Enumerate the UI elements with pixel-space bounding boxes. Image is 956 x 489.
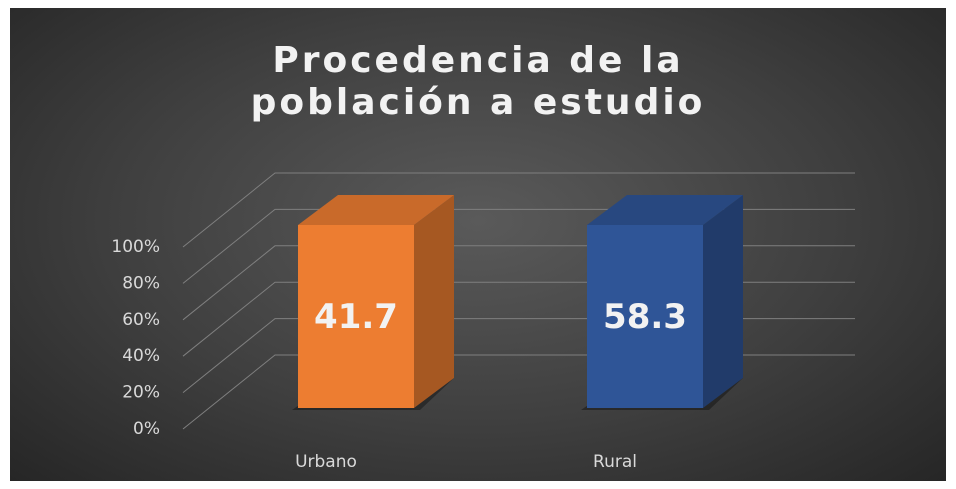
y-tick-label: 60%: [122, 310, 160, 330]
bar-side: [703, 195, 743, 408]
chart-title: Procedencia de la población a estudio: [250, 40, 706, 123]
data-label: 41.7: [314, 297, 398, 337]
x-tick-label: Rural: [593, 452, 637, 472]
grid-line: [182, 354, 855, 430]
y-tick-label: 100%: [111, 237, 160, 257]
y-tick-label: 20%: [122, 383, 160, 403]
bar-top: [298, 195, 454, 225]
y-tick-label: 0%: [133, 419, 160, 439]
bar: [587, 225, 703, 408]
bar-side: [414, 195, 454, 408]
grid-line: [182, 318, 855, 393]
bar-top: [587, 195, 743, 225]
chart-background: [10, 8, 946, 481]
grid-line: [182, 281, 855, 357]
x-tick-label: Urbano: [295, 452, 357, 472]
y-tick-label: 40%: [122, 346, 160, 366]
data-label: 58.3: [603, 297, 687, 337]
bar: [298, 225, 414, 408]
grid-line: [182, 245, 855, 321]
grid-line: [182, 172, 855, 248]
y-tick-label: 80%: [122, 273, 160, 293]
grid-line: [182, 208, 855, 284]
